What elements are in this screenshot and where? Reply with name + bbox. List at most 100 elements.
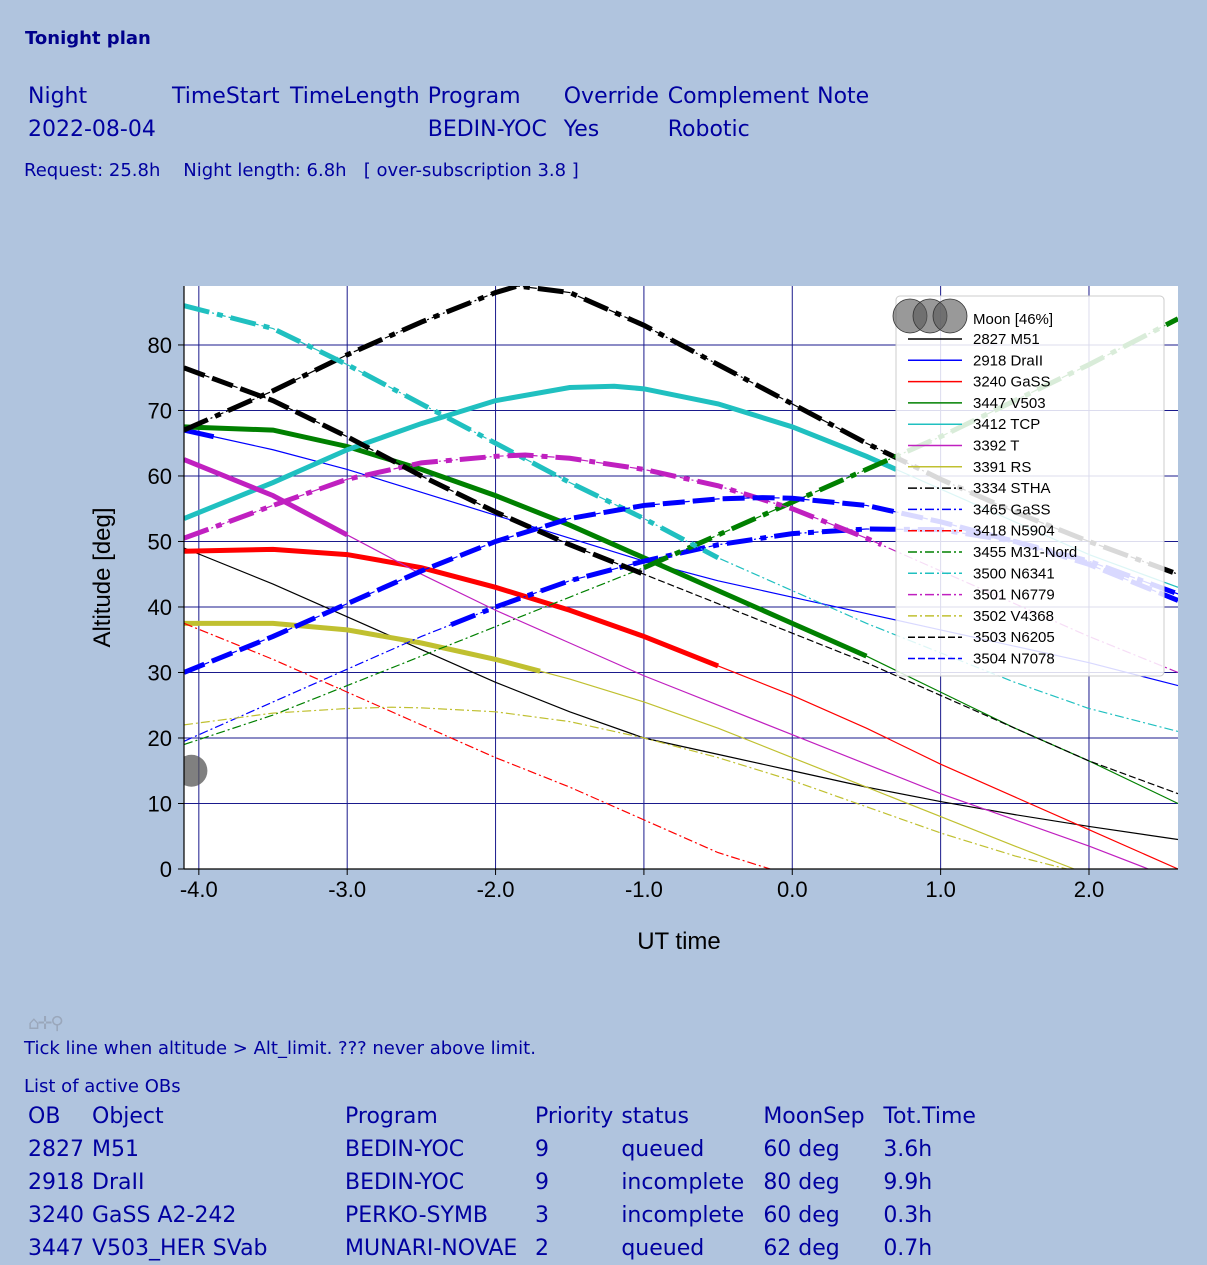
- ob-tottime: 0.3h: [883, 1203, 933, 1228]
- ob-table: OB Object Program Priority status MoonSe…: [24, 1100, 980, 1265]
- ob-moonsep: 60 deg: [763, 1137, 840, 1162]
- series-thick-line: [184, 383, 898, 521]
- ob-priority: 9: [535, 1170, 549, 1195]
- ob-program: BEDIN-YOC: [345, 1137, 465, 1162]
- ob-tottime: 0.7h: [883, 1236, 933, 1261]
- legend-label: 2827 M51: [973, 331, 1040, 348]
- night-complement: Robotic: [667, 117, 750, 142]
- y-tick-label: 70: [148, 398, 172, 423]
- ob-id: 3447: [28, 1236, 84, 1261]
- ob-id: 3240: [28, 1203, 84, 1228]
- night-timestart: [168, 113, 286, 146]
- page-title: Tonight plan: [25, 28, 151, 49]
- legend-label: 3465 GaSS: [973, 501, 1051, 518]
- night-header-timestart: TimeStart: [172, 84, 280, 109]
- y-tick-label: 0: [160, 857, 172, 882]
- legend-label: 3391 RS: [973, 459, 1031, 476]
- y-tick-label: 40: [148, 595, 172, 620]
- table-row: 2918 DraII BEDIN-YOC 9 incomplete 80 deg…: [24, 1166, 980, 1199]
- night-note: [813, 113, 873, 146]
- ob-header-program: Program: [345, 1104, 438, 1129]
- series-line: [184, 547, 1178, 841]
- ob-tottime: 3.6h: [883, 1137, 933, 1162]
- y-tick-label: 80: [148, 333, 172, 358]
- ob-header-object: Object: [92, 1104, 164, 1129]
- night-timelength: [286, 113, 424, 146]
- legend-moon-icon: [932, 298, 968, 334]
- ob-header-ob: OB: [28, 1104, 61, 1129]
- y-tick-label: 10: [148, 791, 172, 816]
- x-tick-label: -3.0: [328, 877, 366, 902]
- night-header-override: Override: [563, 84, 659, 109]
- ob-header-tottime: Tot.Time: [883, 1104, 976, 1129]
- series-thick-line: [184, 303, 720, 561]
- altitude-chart: -4.0 -3.0 -2.0 -1.0 0.0 1.0 2.0 0 10 20 30 40 50 60 70…: [89, 286, 1178, 955]
- ob-program: PERKO-SYMB: [345, 1203, 489, 1228]
- ob-program: BEDIN-YOC: [345, 1170, 465, 1195]
- ob-status: incomplete: [621, 1203, 745, 1228]
- y-tick-label: 50: [148, 529, 172, 554]
- night-header-program: Program: [427, 84, 521, 109]
- night-row: 2022-08-04 BEDIN-YOC Yes Robotic: [24, 113, 873, 146]
- series-line: [184, 706, 1067, 869]
- x-tick-label: 1.0: [925, 877, 956, 902]
- ob-header-moonsep: MoonSep: [763, 1104, 865, 1129]
- legend-label: 3334 STHA: [973, 480, 1051, 497]
- series-thick-line: [450, 526, 1178, 627]
- night-header-timelength: TimeLength: [290, 84, 420, 109]
- series-line: [184, 622, 771, 869]
- ob-status: queued: [621, 1236, 705, 1261]
- night-header-complement: Complement: [667, 84, 810, 109]
- legend-label: 3240 GaSS: [973, 374, 1051, 391]
- y-tick-label: 20: [148, 726, 172, 751]
- legend-label: 3392 T: [973, 438, 1019, 455]
- zoom-icon[interactable]: ⚲: [50, 1013, 64, 1034]
- legend-moon-label: Moon [46%]: [973, 311, 1053, 328]
- legend-label: 3455 M31-Nord: [973, 544, 1077, 561]
- y-axis-label: Altitude [deg]: [89, 507, 116, 647]
- series-thick-line: [184, 427, 215, 440]
- night-override: Yes: [563, 117, 600, 142]
- legend-box: [895, 295, 1165, 677]
- legend-label: 3418 N5904: [973, 523, 1055, 540]
- series-line: [184, 459, 1149, 869]
- ob-moonsep: 60 deg: [763, 1203, 840, 1228]
- ob-object: GaSS A2-242: [92, 1203, 237, 1228]
- x-tick-label: 0.0: [777, 877, 808, 902]
- home-icon[interactable]: ⌂: [28, 1013, 40, 1034]
- ob-moonsep: 62 deg: [763, 1236, 840, 1261]
- night-date: 2022-08-04: [28, 117, 156, 142]
- request-summary: Request: 25.8h Night length: 6.8h [ over…: [24, 160, 579, 181]
- legend-label: 3504 N7078: [973, 651, 1055, 668]
- legend-label: 3503 N6205: [973, 629, 1055, 646]
- night-header-row: Night TimeStart TimeLength Program Overr…: [24, 80, 873, 113]
- series-thick-line: [184, 620, 541, 674]
- night-table: Night TimeStart TimeLength Program Overr…: [24, 80, 873, 146]
- ob-header-row: OB Object Program Priority status MoonSe…: [24, 1100, 980, 1133]
- legend-label: 3502 V4368: [973, 608, 1054, 625]
- pan-icon[interactable]: ✛: [37, 1013, 52, 1034]
- ob-id: 2827: [28, 1137, 84, 1162]
- ob-priority: 9: [535, 1137, 549, 1162]
- x-tick-label: -2.0: [477, 877, 515, 902]
- y-tick-label: 60: [148, 464, 172, 489]
- ob-status: incomplete: [621, 1170, 745, 1195]
- x-tick-label: 2.0: [1074, 877, 1105, 902]
- legend-label: 3501 N6779: [973, 587, 1055, 604]
- plot-toolbar: ⌂✛⚲: [28, 1013, 64, 1034]
- legend-label: 3500 N6341: [973, 565, 1055, 582]
- ob-list-title: List of active OBs: [24, 1076, 181, 1097]
- moon-marker: [184, 754, 208, 787]
- table-row: 3240 GaSS A2-242 PERKO-SYMB 3 incomplete…: [24, 1199, 980, 1232]
- table-row: 2827 M51 BEDIN-YOC 9 queued 60 deg 3.6h: [24, 1133, 980, 1166]
- ob-id: 2918: [28, 1170, 84, 1195]
- night-header-night: Night: [28, 84, 88, 109]
- ob-object: V503_HER SVab: [92, 1236, 268, 1261]
- ob-header-status: status: [621, 1104, 689, 1129]
- legend-label: 3412 TCP: [973, 416, 1040, 433]
- ob-program: MUNARI-NOVAE: [345, 1236, 518, 1261]
- x-tick-label: -1.0: [625, 877, 663, 902]
- series-thick-line: [184, 424, 868, 659]
- y-tick-label: 30: [148, 660, 172, 685]
- x-tick-label: -4.0: [180, 877, 218, 902]
